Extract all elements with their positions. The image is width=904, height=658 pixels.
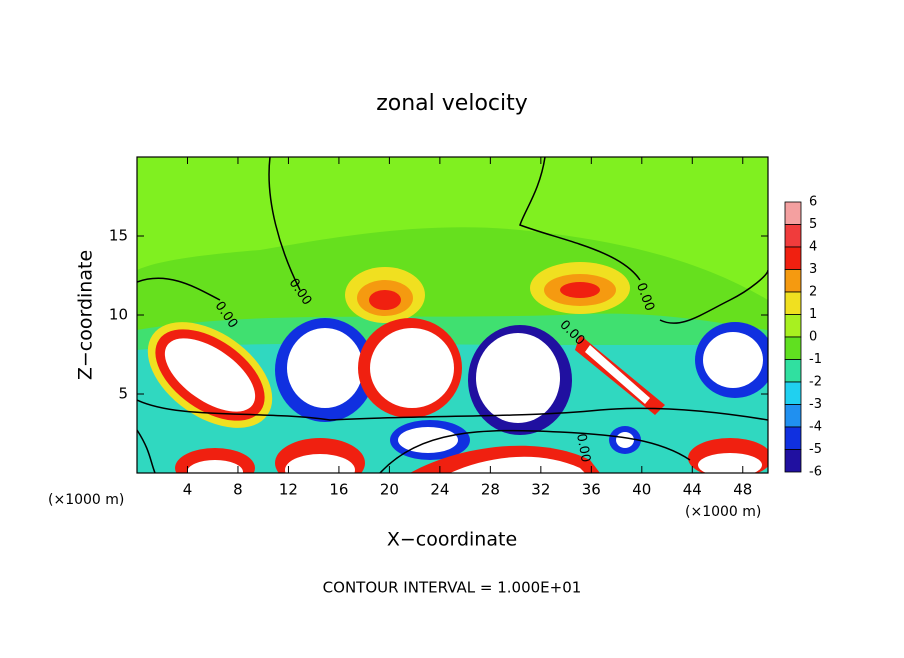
x-tick-label: 44: [683, 481, 702, 499]
colorbar-cell: [784, 449, 802, 473]
colorbar-label: 5: [809, 217, 817, 232]
colorbar-cell: [784, 246, 802, 270]
y-tick-label: 10: [109, 306, 128, 324]
x-tick-label: 36: [582, 481, 601, 499]
x-axis-label: X−coordinate: [387, 529, 517, 551]
x-tick-label: 4: [183, 481, 193, 499]
y-tick-label: 15: [109, 227, 128, 245]
colorbar-cell: [784, 291, 802, 315]
colorbar-cell: [784, 426, 802, 450]
x-tick-label: 32: [531, 481, 550, 499]
contour-label: 0.00: [573, 432, 593, 463]
colorbar-label: -4: [809, 420, 822, 435]
colorbar-label: -2: [809, 375, 822, 390]
colorbar-label: -1: [809, 352, 822, 367]
colorbar-label: 1: [809, 307, 817, 322]
x-tick-label: 28: [481, 481, 500, 499]
footer: CONTOUR INTERVAL = 1.000E+01: [323, 579, 582, 597]
colorbar-label: 2: [809, 285, 817, 300]
colorbar-cell: [784, 381, 802, 405]
x-tick-label: 40: [632, 481, 651, 499]
colorbar-label: -6: [809, 465, 822, 480]
x-tick-label: 20: [380, 481, 399, 499]
colorbar-cell: [784, 224, 802, 248]
x-tick-label: 8: [233, 481, 243, 499]
x-tick-label: 24: [430, 481, 449, 499]
colorbar-cell: [784, 336, 802, 360]
colorbar-cell: [784, 269, 802, 293]
colorbar-label: -5: [809, 442, 822, 457]
colorbar-label: -3: [809, 397, 822, 412]
colorbar-label: 0: [809, 330, 817, 345]
y-unit-label: (×1000 m): [48, 492, 124, 508]
x-tick-label: 48: [733, 481, 752, 499]
colorbar-label: 3: [809, 262, 817, 277]
chart-title: zonal velocity: [376, 91, 528, 116]
contour-field: [137, 157, 768, 473]
colorbar-cell: [784, 404, 802, 428]
colorbar-label: 6: [809, 195, 817, 210]
colorbar-label: 4: [809, 240, 817, 255]
x-tick-label: 12: [279, 481, 298, 499]
x-unit-label: (×1000 m): [685, 504, 761, 520]
y-axis-label: Z−coordinate: [75, 250, 97, 380]
x-tick-label: 16: [329, 481, 348, 499]
colorbar-cell: [784, 359, 802, 383]
y-tick-label: 5: [118, 385, 128, 403]
colorbar-cell: [784, 314, 802, 338]
colorbar-cell: [784, 201, 802, 225]
